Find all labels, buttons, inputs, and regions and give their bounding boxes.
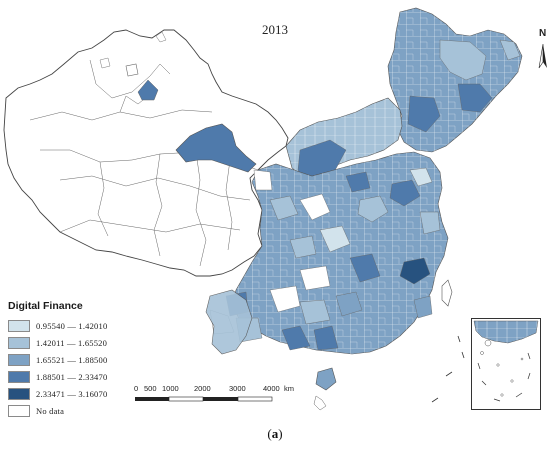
west-china-no-data xyxy=(3,29,289,277)
scale-tick-label: 4000 xyxy=(263,384,280,393)
gansu-region xyxy=(175,123,257,173)
north-arrow-icon xyxy=(538,43,547,69)
scale-unit-label: km xyxy=(284,384,294,393)
legend-item: 0.95540 — 1.42010 xyxy=(8,318,126,334)
scale-tick-label: 2000 xyxy=(194,384,211,393)
scale-bar-graphic xyxy=(135,396,273,402)
legend-item: 1.42011 — 1.65520 xyxy=(8,335,126,351)
legend-item: 1.65521 — 1.88500 xyxy=(8,352,126,368)
legend-title: Digital Finance xyxy=(8,300,83,312)
scale-tick-label: 0 xyxy=(134,384,139,393)
legend-swatch xyxy=(8,337,30,349)
legend-label: 1.88501 — 2.33470 xyxy=(36,372,108,382)
legend-item: No data xyxy=(8,403,126,419)
scale-labels: 0 500 1000 2000 3000 4000 km xyxy=(134,384,304,394)
taiwan xyxy=(441,279,453,307)
legend-label: 1.42011 — 1.65520 xyxy=(36,338,108,348)
legend-label: 2.33471 — 3.16070 xyxy=(36,389,108,399)
legend-label: No data xyxy=(36,406,65,416)
map-year-title: 2013 xyxy=(262,22,288,37)
inset-map xyxy=(473,320,539,402)
figure-caption: (a) xyxy=(267,426,283,441)
scale-tick-label: 3000 xyxy=(229,384,246,393)
legend-swatch xyxy=(8,405,30,417)
scale-tick-label: 500 xyxy=(144,384,157,393)
south-china-sea-inset xyxy=(471,318,541,410)
legend-label: 1.65521 — 1.88500 xyxy=(36,355,108,365)
legend-swatch xyxy=(8,354,30,366)
caption-letter: a xyxy=(271,426,279,441)
west-boundaries xyxy=(29,59,259,267)
north-label: N xyxy=(539,28,547,39)
legend-swatch xyxy=(8,320,30,332)
scale-tick-label: 1000 xyxy=(162,384,179,393)
legend-swatch xyxy=(8,388,30,400)
legend-item: 1.88501 — 2.33470 xyxy=(8,369,126,385)
legend-swatch xyxy=(8,371,30,383)
legend: Digital Finance 0.95540 — 1.42010 1.4201… xyxy=(8,300,126,420)
legend-label: 0.95540 — 1.42010 xyxy=(36,321,108,331)
legend-item: 2.33471 — 3.16070 xyxy=(8,386,126,402)
hainan-island xyxy=(315,367,337,391)
scale-bar: 0 500 1000 2000 3000 4000 km xyxy=(134,384,294,414)
sea-dashes xyxy=(431,335,465,403)
southwest-region xyxy=(205,289,253,355)
